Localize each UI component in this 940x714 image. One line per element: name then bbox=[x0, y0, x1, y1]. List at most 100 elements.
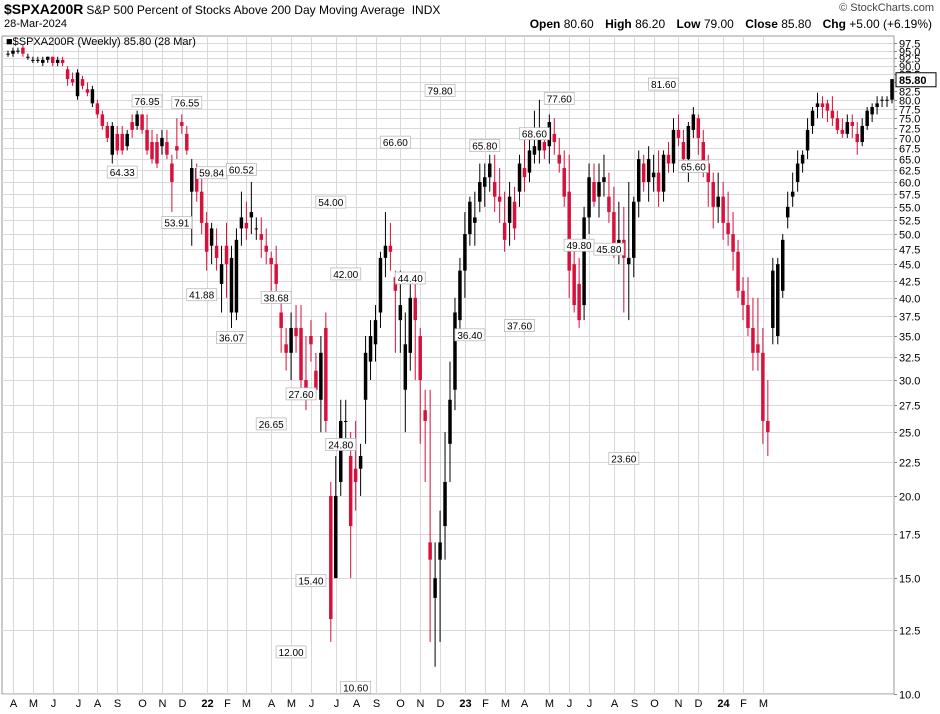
candle-body bbox=[110, 125, 115, 155]
candle-body bbox=[567, 191, 571, 271]
annotation-label: 76.95 bbox=[135, 97, 160, 108]
annotation-box bbox=[648, 77, 679, 91]
y-tick-label: 55.0 bbox=[899, 203, 920, 215]
candle-body bbox=[646, 159, 651, 182]
exchange: INDX bbox=[411, 3, 441, 17]
annotation-label: 41.88 bbox=[189, 291, 214, 302]
annotation-label: 23.60 bbox=[611, 455, 636, 466]
candle-body bbox=[860, 125, 864, 143]
x-tick-label: J bbox=[587, 698, 593, 710]
candle-body bbox=[348, 455, 353, 527]
candle-body bbox=[766, 420, 770, 433]
candle-body bbox=[309, 336, 313, 345]
candle-body bbox=[383, 245, 388, 258]
y-tick-label: 15.0 bbox=[899, 574, 920, 586]
candle-body bbox=[299, 327, 303, 381]
candle-body bbox=[239, 217, 244, 229]
candle-body bbox=[45, 56, 50, 60]
candle-body bbox=[487, 163, 492, 178]
y-tick-label: 67.5 bbox=[899, 144, 920, 156]
x-tick-label: M bbox=[29, 698, 38, 710]
candle-body bbox=[785, 206, 790, 218]
candle-body bbox=[294, 327, 298, 337]
candle-body bbox=[845, 122, 850, 134]
candle-body bbox=[483, 177, 487, 187]
annotation-label: 81.60 bbox=[651, 80, 676, 91]
candle-body bbox=[363, 352, 368, 400]
y-tick-label: 82.5 bbox=[899, 87, 920, 99]
candle-body bbox=[100, 114, 105, 126]
annotation-box bbox=[315, 195, 347, 209]
x-tick-label: 22 bbox=[201, 698, 213, 710]
y-tick-label: 27.5 bbox=[899, 401, 920, 413]
y-tick-label: 97.5 bbox=[899, 39, 920, 51]
candle-body bbox=[199, 191, 204, 223]
candle-body bbox=[6, 53, 10, 55]
candle-body bbox=[458, 270, 462, 321]
x-tick-label: F bbox=[224, 698, 231, 710]
candle-body bbox=[756, 344, 760, 353]
y-tick-label: 50.0 bbox=[899, 230, 920, 242]
annotation-box bbox=[608, 452, 640, 466]
annotation-box bbox=[593, 242, 625, 256]
x-tick-label: O bbox=[650, 698, 659, 710]
candle-body bbox=[741, 290, 745, 306]
candle-body bbox=[334, 495, 338, 579]
y-tick-label: 22.5 bbox=[899, 458, 920, 470]
annotation-box bbox=[325, 438, 357, 451]
candle-body bbox=[532, 146, 537, 155]
candle-body bbox=[641, 163, 646, 182]
candle-body bbox=[865, 110, 869, 126]
y-tick-label: 40.0 bbox=[899, 294, 920, 306]
candle-body bbox=[150, 142, 154, 160]
annotation-box bbox=[677, 160, 709, 173]
y-tick-label: 25.0 bbox=[899, 428, 920, 440]
candle-body bbox=[453, 312, 457, 390]
candle-body bbox=[478, 181, 482, 202]
candle-body bbox=[229, 257, 234, 313]
y-tick-label: 65.0 bbox=[899, 155, 920, 167]
candle-body bbox=[319, 352, 323, 400]
annotation-label: 24.80 bbox=[328, 440, 353, 451]
candle-body bbox=[686, 125, 691, 160]
annotation-box bbox=[330, 267, 362, 281]
candle-body bbox=[612, 212, 616, 246]
x-tick-label: N bbox=[675, 698, 683, 710]
candle-body bbox=[875, 103, 879, 108]
annotation-box bbox=[543, 92, 575, 105]
annotation-box bbox=[131, 94, 163, 108]
candle-body bbox=[632, 201, 636, 258]
y-tick-label: 35.0 bbox=[899, 332, 920, 344]
candle-body bbox=[885, 99, 889, 101]
annotation-label: 64.33 bbox=[110, 168, 135, 179]
candle-body bbox=[353, 468, 358, 482]
x-tick-label: M bbox=[759, 698, 768, 710]
candle-body bbox=[800, 154, 805, 164]
candle-body bbox=[562, 168, 566, 197]
candle-body bbox=[170, 163, 174, 182]
candle-body bbox=[527, 150, 532, 173]
x-tick-label: 23 bbox=[459, 698, 471, 710]
candle-body bbox=[428, 542, 432, 560]
y-tick-label: 75.0 bbox=[899, 114, 920, 126]
candle-body bbox=[343, 420, 348, 422]
y-tick-label: 32.5 bbox=[899, 353, 920, 365]
x-tick-label: J bbox=[76, 698, 82, 710]
candle-body bbox=[398, 305, 403, 321]
close-value: 85.80 bbox=[781, 17, 812, 31]
annotation-label: 42.00 bbox=[333, 270, 358, 281]
candle-body bbox=[537, 129, 542, 151]
x-tick-label: D bbox=[695, 698, 703, 710]
candle-body bbox=[378, 257, 383, 313]
symbol: $SPXA200R bbox=[4, 1, 84, 17]
annotation-label: 65.80 bbox=[472, 142, 497, 153]
annotation-box bbox=[186, 288, 218, 302]
candle-body bbox=[726, 222, 730, 235]
candle-body bbox=[810, 110, 815, 126]
low-label: Low bbox=[676, 17, 701, 31]
candle-body bbox=[95, 103, 100, 115]
candle-body bbox=[656, 172, 661, 192]
candle-body bbox=[185, 133, 189, 151]
candle-body bbox=[65, 69, 70, 80]
candle-body bbox=[249, 212, 254, 218]
